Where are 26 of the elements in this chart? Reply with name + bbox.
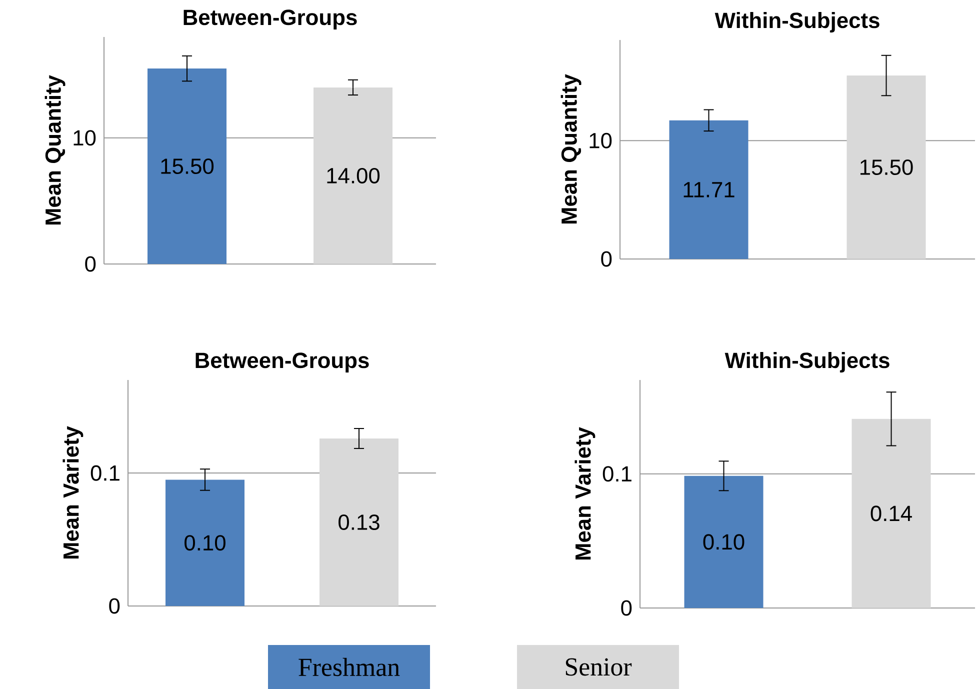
y-axis-title: Mean Quantity — [560, 74, 582, 224]
y-axis-title: Mean Quantity — [44, 75, 66, 225]
y-tick-label: 0 — [109, 598, 120, 614]
chart-title: Within-Subjects — [724, 352, 890, 372]
data-label: 11.71 — [684, 182, 734, 198]
text: Freshman — [298, 658, 400, 676]
y-tick-label: 0.1 — [90, 465, 120, 481]
chart-title: Between-Groups — [184, 10, 357, 30]
y-tick-label: 0 — [601, 251, 612, 267]
y-tick-label: 0 — [621, 600, 632, 616]
y-tick-label: 0 — [85, 256, 96, 272]
y-tick-label: 10 — [590, 132, 612, 148]
y-tick-label: 0.1 — [602, 466, 632, 482]
data-label: 0.14 — [870, 506, 912, 522]
data-label: 0.10 — [703, 534, 744, 550]
data-label: 15.50 — [161, 158, 214, 174]
y-tick-label: 10 — [74, 130, 96, 146]
data-label: 14.00 — [327, 168, 380, 184]
chart-title: Between-Groups — [196, 352, 369, 372]
y-axis-title: Mean Variety — [574, 427, 596, 560]
data-label: 0.10 — [184, 535, 226, 551]
data-label: 15.50 — [860, 159, 913, 176]
text: Senior — [566, 658, 632, 676]
data-label: 0.13 — [338, 514, 380, 530]
chart-title: Within-Subjects — [714, 12, 880, 32]
y-axis-title: Mean Variety — [62, 426, 84, 559]
